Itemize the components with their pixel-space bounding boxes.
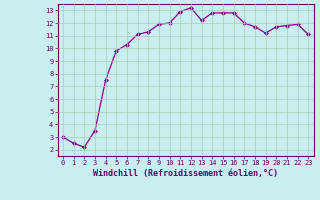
X-axis label: Windchill (Refroidissement éolien,°C): Windchill (Refroidissement éolien,°C) (93, 169, 278, 178)
